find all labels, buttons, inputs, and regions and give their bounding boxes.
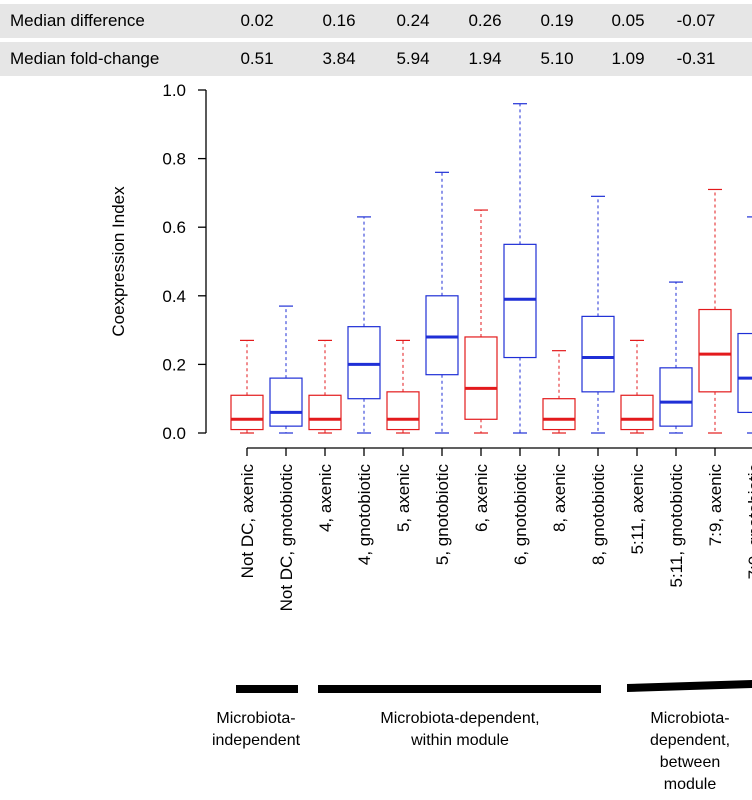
box	[737, 332, 752, 414]
y-tick-label: 0.2	[162, 355, 186, 374]
box	[308, 394, 342, 431]
x-tick-label: 6, gnotobiotic	[511, 464, 530, 566]
x-tick-label: 5:11, gnotobiotic	[667, 464, 686, 588]
table-cell: 0.19	[540, 11, 574, 30]
box	[542, 398, 576, 431]
box	[269, 377, 303, 427]
x-tick-label: 4, gnotobiotic	[355, 464, 374, 566]
x-tick-label: Not DC, gnotobiotic	[277, 464, 296, 612]
box	[347, 326, 381, 400]
box	[659, 367, 693, 427]
table-cell: 1.09	[611, 49, 645, 68]
box	[503, 243, 537, 359]
x-tick-label: 7:9, axenic	[706, 464, 725, 547]
table-cell: 0.24	[396, 11, 430, 30]
group-bar-between-module	[627, 680, 752, 692]
x-tick-label: 6, axenic	[472, 464, 491, 533]
y-tick-label: 0.6	[162, 218, 186, 237]
y-tick-label: 1.0	[162, 81, 186, 100]
table-cell: 0.26	[468, 11, 502, 30]
x-tick-label: Not DC, axenic	[238, 464, 257, 579]
x-tick-label: 8, axenic	[550, 464, 569, 533]
table-cell: 0.02	[240, 11, 274, 30]
x-tick-label: 7:9, gnotobiotic	[745, 464, 752, 580]
table-cell: 5.10	[540, 49, 574, 68]
table-cell: -0.07	[676, 11, 716, 30]
x-tick-label: 4, axenic	[316, 464, 335, 533]
group-label-independent: Microbiota- independent	[211, 710, 301, 749]
x-tick-label: 8, gnotobiotic	[589, 464, 608, 566]
x-tick-label: 5, gnotobiotic	[433, 464, 452, 566]
box	[386, 391, 420, 431]
table-cell: 0.16	[322, 11, 356, 30]
box	[698, 308, 732, 393]
box	[581, 315, 615, 393]
table-row-median-difference: Median difference 0.02 0.16 0.24 0.26 0.…	[0, 4, 752, 38]
y-axis-title: Coexpression Index	[109, 186, 128, 337]
table-cell: 1.94	[468, 49, 502, 68]
table-cell: 5.94	[396, 49, 430, 68]
box	[620, 394, 654, 431]
x-tick-label: 5:11, axenic	[628, 464, 647, 555]
row-label-median-fold-change: Median fold-change	[10, 49, 160, 68]
box	[230, 394, 264, 431]
box	[464, 336, 498, 420]
y-tick-label: 0.0	[162, 424, 186, 443]
table-cell: -0.31	[676, 49, 716, 68]
table-row-median-fold-change: Median fold-change 0.51 3.84 5.94 1.94 5…	[0, 42, 752, 76]
x-tick-label: 5, axenic	[394, 464, 413, 533]
table-cell: 0.05	[611, 11, 645, 30]
table-cell: 0.51	[240, 49, 274, 68]
y-tick-label: 0.8	[162, 150, 186, 169]
group-label-within-module: Microbiota-dependent, within module	[380, 710, 540, 749]
box	[425, 295, 459, 376]
y-tick-label: 0.4	[162, 287, 186, 306]
table-cell: 3.84	[322, 49, 356, 68]
group-label-between-module: Microbiota- dependent, between module	[649, 710, 731, 793]
row-label-median-difference: Median difference	[10, 11, 145, 30]
